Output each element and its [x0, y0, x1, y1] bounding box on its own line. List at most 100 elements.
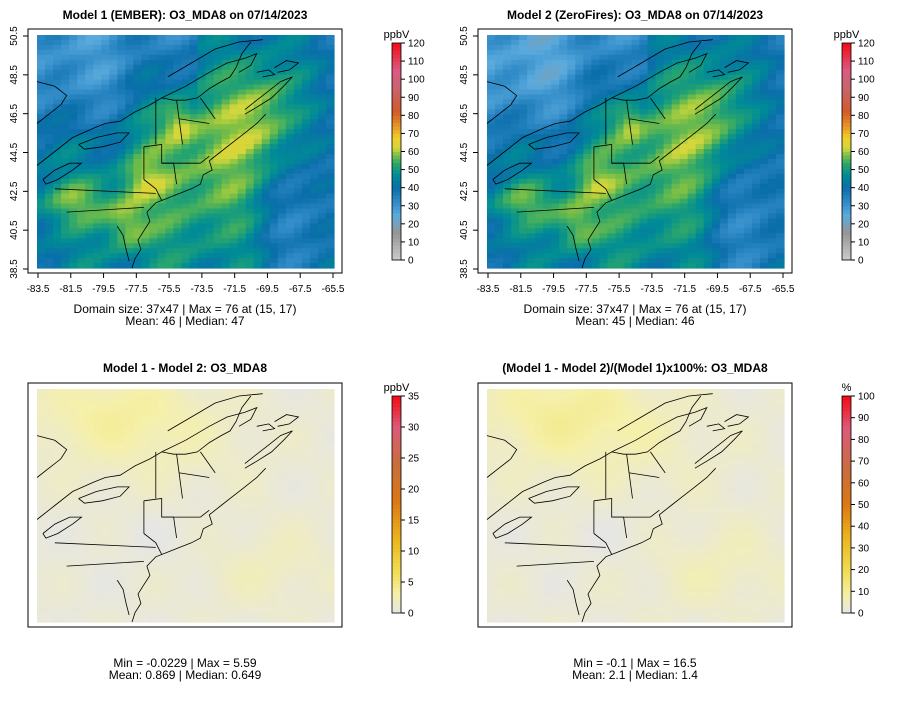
grid-cell	[109, 163, 118, 170]
grid-cell	[511, 139, 520, 145]
grid-cell	[543, 188, 552, 195]
grid-cell	[37, 149, 46, 155]
grid-cell	[309, 438, 319, 445]
grid-cell	[301, 39, 311, 46]
grid-cell	[607, 208, 617, 215]
grid-cell	[591, 193, 600, 200]
grid-cell	[607, 238, 617, 244]
grid-cell	[647, 208, 657, 215]
grid-cell	[511, 144, 520, 150]
colorbar-segment	[842, 252, 851, 257]
grid-cell	[583, 238, 592, 244]
grid-cell	[325, 517, 335, 524]
grid-cell	[687, 64, 697, 71]
grid-cell	[615, 109, 625, 115]
grid-cell	[317, 218, 327, 224]
grid-cell	[575, 114, 584, 120]
grid-cell	[655, 94, 665, 101]
grid-cell	[301, 512, 311, 519]
grid-cell	[655, 69, 665, 76]
grid-cell	[253, 54, 263, 61]
grid-cell	[583, 144, 592, 150]
grid-cell	[519, 223, 528, 229]
grid-cell	[759, 149, 769, 155]
grid-cell	[599, 64, 609, 71]
grid-cell	[45, 428, 54, 435]
grid-cell	[221, 124, 231, 130]
grid-cell	[775, 129, 785, 135]
grid-cell	[61, 129, 70, 135]
grid-cell	[671, 218, 681, 224]
grid-cell	[687, 203, 697, 210]
grid-cell	[775, 124, 785, 130]
grid-cell	[69, 243, 78, 249]
grid-cell	[165, 59, 175, 66]
grid-cell	[639, 114, 649, 120]
grid-cell	[325, 44, 335, 51]
grid-cell	[221, 183, 231, 190]
grid-cell	[189, 253, 199, 259]
grid-cell	[679, 173, 689, 180]
grid-cell	[149, 129, 159, 135]
grid-cell	[711, 49, 721, 56]
grid-cell	[277, 253, 287, 259]
grid-cell	[237, 438, 247, 445]
grid-cell	[703, 198, 713, 205]
grid-cell	[53, 522, 62, 529]
grid-cell	[45, 547, 54, 554]
grid-cell	[93, 448, 102, 455]
colorbar-segment	[392, 165, 401, 171]
grid-cell	[293, 403, 303, 410]
grid-cell	[277, 228, 287, 234]
grid-cell	[37, 532, 46, 539]
grid-cell	[607, 163, 617, 170]
grid-cell	[527, 243, 536, 249]
grid-cell	[695, 124, 705, 130]
grid-cell	[221, 223, 231, 229]
grid-cell	[245, 84, 255, 91]
grid-cell	[527, 44, 536, 51]
grid-cell	[663, 144, 673, 150]
grid-cell	[277, 114, 287, 120]
grid-cell	[205, 188, 215, 195]
grid-cell	[197, 542, 207, 549]
grid-cell	[85, 512, 94, 519]
grid-cell	[671, 149, 681, 155]
grid-cell	[687, 183, 697, 190]
grid-cell	[639, 213, 649, 220]
grid-cell	[85, 168, 94, 175]
grid-cell	[711, 129, 721, 135]
grid-cell	[759, 248, 769, 254]
grid-cell	[583, 178, 592, 185]
grid-cell	[69, 248, 78, 254]
grid-cell	[197, 124, 207, 130]
grid-cell	[575, 253, 584, 259]
grid-cell	[221, 483, 231, 489]
grid-cell	[293, 208, 303, 215]
grid-cell	[197, 79, 207, 86]
grid-cell	[93, 478, 102, 484]
grid-cell	[261, 413, 271, 420]
grid-cell	[735, 44, 745, 51]
grid-cell	[133, 84, 142, 91]
grid-cell	[655, 263, 665, 269]
grid-cell	[141, 507, 150, 514]
grid-cell	[631, 124, 641, 130]
grid-cell	[149, 69, 159, 76]
grid-cell	[293, 428, 303, 435]
panel-2-boundary-11	[504, 188, 606, 194]
grid-cell	[205, 453, 215, 460]
grid-cell	[511, 198, 520, 205]
grid-cell	[511, 158, 520, 165]
grid-cell	[37, 129, 46, 135]
grid-cell	[293, 228, 303, 234]
grid-cell	[293, 134, 303, 140]
grid-cell	[197, 263, 207, 269]
grid-cell	[181, 89, 191, 96]
grid-cell	[237, 498, 247, 504]
grid-cell	[165, 218, 175, 224]
grid-cell	[543, 59, 552, 66]
grid-cell	[751, 193, 761, 200]
grid-cell	[45, 149, 54, 155]
grid-cell	[567, 228, 576, 234]
